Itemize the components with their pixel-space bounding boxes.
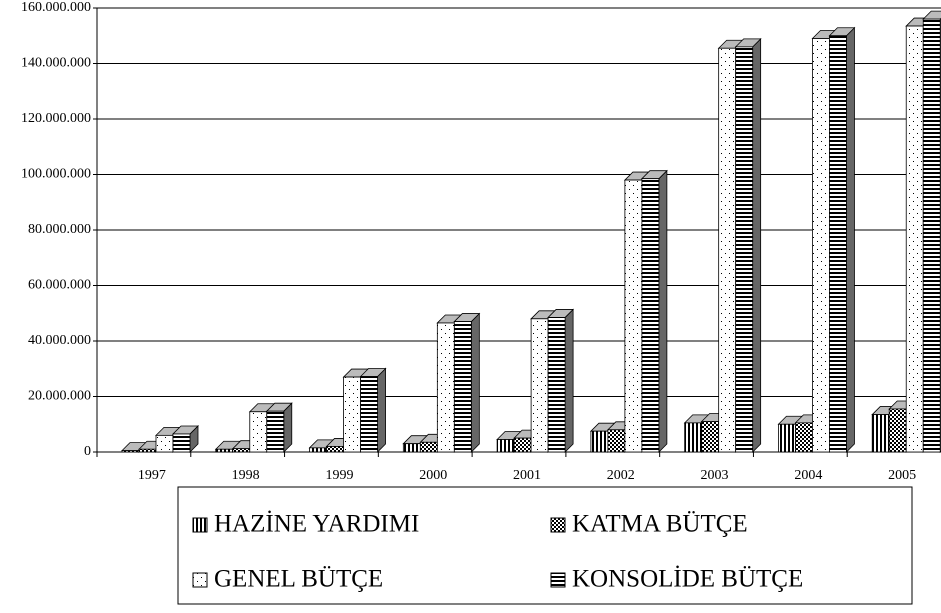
bar-front [607,429,626,453]
bar [734,37,762,453]
bar-front [496,439,515,453]
bar-front [530,318,549,453]
y-tick-label: 20.000.000 [28,389,91,404]
bar-front [453,321,472,453]
x-tick-label: 2003 [701,468,729,483]
x-tick-label: 2001 [513,468,541,483]
bar-side [752,37,762,453]
bar-front [138,448,157,453]
x-tick-label: 2004 [794,468,822,483]
bar [265,402,293,453]
bar-side [377,367,386,453]
bar-front [419,441,438,453]
bar [828,26,856,453]
bar-front [155,434,174,453]
bar-front [590,430,609,453]
bar-front [641,178,660,453]
y-tick-label: 160.000.000 [21,0,91,15]
legend-label: GENEL BÜTÇE [214,566,383,593]
bar-front [172,433,191,453]
bar-front [778,423,796,453]
bar [922,10,941,453]
bar-front [888,408,907,453]
bar-side [658,169,668,453]
bar-front [735,46,754,453]
y-tick-label: 60.000.000 [28,278,91,293]
bar-front [624,179,643,453]
legend-swatch [550,517,566,533]
bar-front [718,47,737,453]
bar-side [564,308,574,453]
bar-front [232,448,251,453]
bar-front [871,414,890,453]
y-tick-label: 0 [84,444,91,459]
x-tick-label: 1998 [232,468,260,483]
x-tick-label: 1997 [138,468,166,483]
bar-front [309,447,327,453]
bar-front [812,38,830,453]
bar-front [513,437,532,453]
legend [177,486,913,605]
legend-swatch [192,572,208,588]
y-tick-label: 80.000.000 [28,222,91,237]
y-tick-label: 40.000.000 [28,333,91,348]
bar-front [436,322,455,453]
bar [453,312,481,453]
bar-front [684,422,703,453]
bar-front [402,443,421,453]
legend-label: KATMA BÜTÇE [572,511,748,538]
y-tick-label: 120.000.000 [21,111,91,126]
x-tick-label: 2005 [888,468,916,483]
x-tick-label: 1999 [325,468,353,483]
legend-swatch [192,517,208,533]
bar-front [547,317,566,453]
bar-front [343,376,361,453]
y-tick-label: 140.000.000 [21,56,91,71]
bar-front [215,448,234,453]
bar-front [701,421,720,453]
bar-front [249,411,268,453]
bar [640,169,668,453]
bar-front [922,18,941,453]
bar-front [121,450,140,453]
bar-front [326,446,344,453]
x-tick-label: 2000 [419,468,447,483]
bar-front [360,376,378,453]
bar [547,308,575,453]
bar-front [829,35,847,453]
bar-front [795,422,813,453]
legend-swatch [550,572,566,588]
bar [359,367,387,453]
legend-label: KONSOLİDE BÜTÇE [572,566,803,593]
bar [172,424,199,453]
bar-front [905,25,924,453]
bar-side [470,312,480,453]
bar-top [922,10,941,20]
legend-label: HAZİNE YARDIMI [214,511,419,538]
y-tick-label: 100.000.000 [21,167,91,182]
bar-front [266,410,285,453]
bar-side [846,26,855,453]
x-tick-label: 2002 [607,468,635,483]
